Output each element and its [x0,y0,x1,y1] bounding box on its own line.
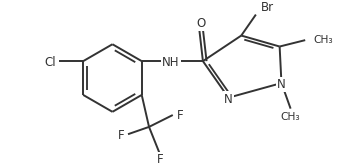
Text: Br: Br [260,1,274,14]
Text: O: O [196,17,206,30]
Text: Cl: Cl [44,56,56,69]
Text: N: N [224,93,233,106]
Text: F: F [157,153,163,166]
Text: N: N [277,78,286,91]
Text: F: F [177,109,183,122]
Text: CH₃: CH₃ [281,112,300,122]
Text: F: F [118,129,124,142]
Text: CH₃: CH₃ [313,35,333,45]
Text: NH: NH [162,56,180,69]
